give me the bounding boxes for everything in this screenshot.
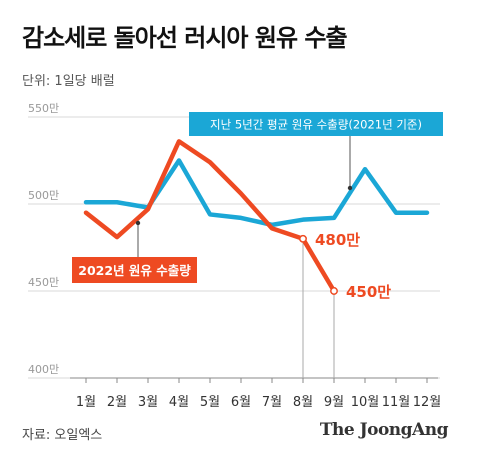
x-tick-label: 1월 bbox=[76, 395, 96, 410]
legend-label-5yr-average: 지난 5년간 평균 원유 수출량(2021년 기준) bbox=[210, 118, 422, 132]
series-line-2022 bbox=[83, 139, 337, 294]
x-tick-label: 4월 bbox=[169, 395, 189, 410]
x-tick-label: 11월 bbox=[382, 395, 411, 410]
series-line-5yr-average bbox=[83, 158, 430, 228]
y-tick-label: 450만 bbox=[28, 276, 59, 289]
x-tick-label: 6월 bbox=[231, 395, 251, 410]
chart-title: 감소세로 돌아선 러시아 원유 수출 bbox=[22, 24, 348, 52]
y-tick-label: 500만 bbox=[28, 189, 59, 202]
publisher-logo: The JoongAng bbox=[319, 420, 449, 440]
data-point-marker bbox=[330, 287, 338, 295]
x-tick-label: 2월 bbox=[107, 395, 127, 410]
x-tick-label: 9월 bbox=[324, 395, 344, 410]
legend-pointer-dot bbox=[347, 185, 353, 191]
x-tick-label: 5월 bbox=[200, 395, 220, 410]
x-tick-label: 7월 bbox=[262, 395, 282, 410]
x-tick-label: 8월 bbox=[293, 395, 313, 410]
x-tick-label: 10월 bbox=[351, 395, 380, 410]
unit-label: 단위: 1일당 배럴 bbox=[22, 74, 115, 89]
data-label: 450만 bbox=[346, 283, 391, 301]
legend-label-2022: 2022년 원유 수출량 bbox=[78, 263, 191, 278]
y-tick-label: 550만 bbox=[28, 102, 59, 115]
y-tick-label: 400만 bbox=[28, 363, 59, 376]
data-point-marker bbox=[299, 234, 307, 243]
data-label: 480만 bbox=[315, 231, 360, 249]
x-tick-label: 12월 bbox=[413, 395, 442, 410]
x-tick-label: 3월 bbox=[138, 395, 158, 410]
legend-box-2022 bbox=[72, 257, 197, 283]
legend-pointer-dot bbox=[135, 220, 141, 226]
source-label: 자료: 오일엑스 bbox=[22, 428, 103, 443]
legend-box-5yr-average bbox=[189, 112, 443, 136]
